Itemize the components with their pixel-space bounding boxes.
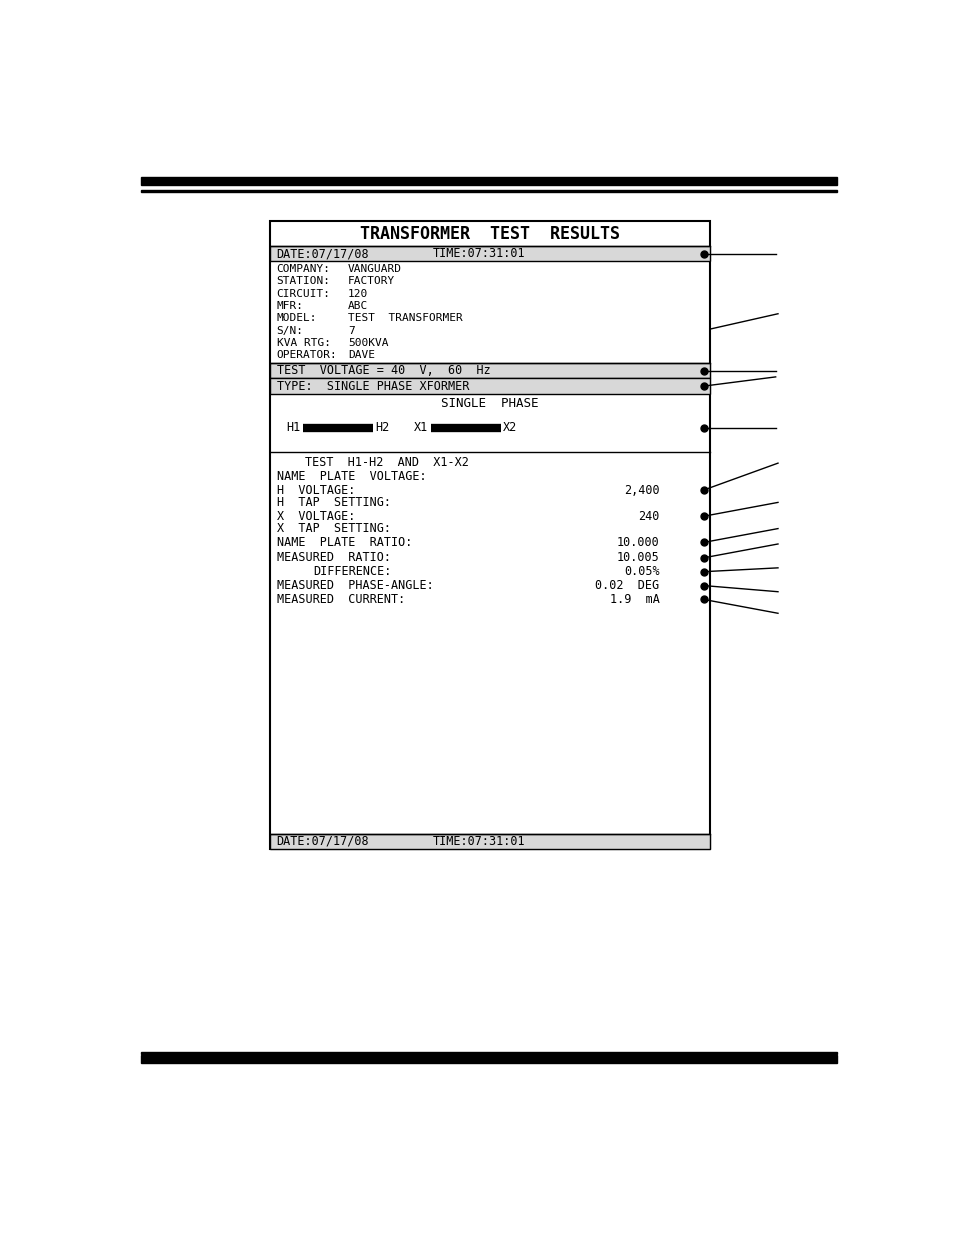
Bar [141, 190, 836, 193]
Text: TEST  VOLTAGE = 40  V,  60  Hz: TEST VOLTAGE = 40 V, 60 Hz [276, 364, 490, 377]
Text: MFR:: MFR: [276, 301, 303, 311]
Text: TRANSFORMER  TEST  RESULTS: TRANSFORMER TEST RESULTS [359, 225, 619, 242]
Bar [141, 1052, 836, 1055]
Text: X  VOLTAGE:: X VOLTAGE: [276, 510, 355, 522]
Text: 7: 7 [348, 326, 355, 336]
Text: TYPE:  SINGLE PHASE XFORMER: TYPE: SINGLE PHASE XFORMER [276, 379, 469, 393]
Text: OPERATOR:: OPERATOR: [276, 351, 337, 361]
Text: STATION:: STATION: [276, 277, 331, 287]
Text: 0.02  DEG: 0.02 DEG [595, 579, 659, 592]
Text: 10.000: 10.000 [616, 536, 659, 548]
Text: 0.05%: 0.05% [623, 566, 659, 578]
Text: TIME:07:31:01: TIME:07:31:01 [433, 247, 525, 261]
Bar [141, 1055, 836, 1063]
Text: COMPANY:: COMPANY: [276, 264, 331, 274]
Text: H  VOLTAGE:: H VOLTAGE: [276, 484, 355, 496]
Text: 1.9  mA: 1.9 mA [609, 593, 659, 606]
Text: 2,400: 2,400 [623, 484, 659, 496]
Text: X1: X1 [414, 421, 428, 435]
Text: H2: H2 [375, 421, 389, 435]
Bar [270, 363, 709, 378]
Bar [270, 378, 709, 394]
Text: DATE:07/17/08: DATE:07/17/08 [276, 247, 369, 261]
Text: KVA RTG:: KVA RTG: [276, 338, 331, 348]
Text: NAME  PLATE  RATIO:: NAME PLATE RATIO: [276, 536, 412, 548]
Text: DIFFERENCE:: DIFFERENCE: [313, 566, 391, 578]
Text: X2: X2 [502, 421, 517, 435]
Text: X  TAP  SETTING:: X TAP SETTING: [276, 522, 390, 535]
Text: TEST  TRANSFORMER: TEST TRANSFORMER [348, 314, 462, 324]
Text: 500KVA: 500KVA [348, 338, 388, 348]
Text: SINGLE  PHASE: SINGLE PHASE [441, 398, 538, 410]
Text: S/N:: S/N: [276, 326, 303, 336]
Text: DATE:07/17/08: DATE:07/17/08 [276, 835, 369, 847]
Text: MEASURED  RATIO:: MEASURED RATIO: [276, 551, 390, 564]
Text: VANGUARD: VANGUARD [348, 264, 401, 274]
Bar [270, 834, 709, 848]
Bar [270, 246, 709, 262]
Bar [270, 221, 709, 848]
Text: DAVE: DAVE [348, 351, 375, 361]
Text: TEST  H1-H2  AND  X1-X2: TEST H1-H2 AND X1-X2 [305, 456, 469, 469]
Text: MODEL:: MODEL: [276, 314, 316, 324]
Text: FACTORY: FACTORY [348, 277, 395, 287]
Text: 120: 120 [348, 289, 368, 299]
Text: 240: 240 [638, 510, 659, 522]
Text: CIRCUIT:: CIRCUIT: [276, 289, 331, 299]
Text: H  TAP  SETTING:: H TAP SETTING: [276, 496, 390, 509]
Text: ABC: ABC [348, 301, 368, 311]
Bar [141, 178, 836, 185]
Text: 10.005: 10.005 [616, 551, 659, 564]
Text: TIME:07:31:01: TIME:07:31:01 [433, 835, 525, 847]
Text: NAME  PLATE  VOLTAGE:: NAME PLATE VOLTAGE: [276, 469, 426, 483]
Text: MEASURED  PHASE-ANGLE:: MEASURED PHASE-ANGLE: [276, 579, 433, 592]
Text: H1: H1 [286, 421, 300, 435]
Text: MEASURED  CURRENT:: MEASURED CURRENT: [276, 593, 404, 606]
